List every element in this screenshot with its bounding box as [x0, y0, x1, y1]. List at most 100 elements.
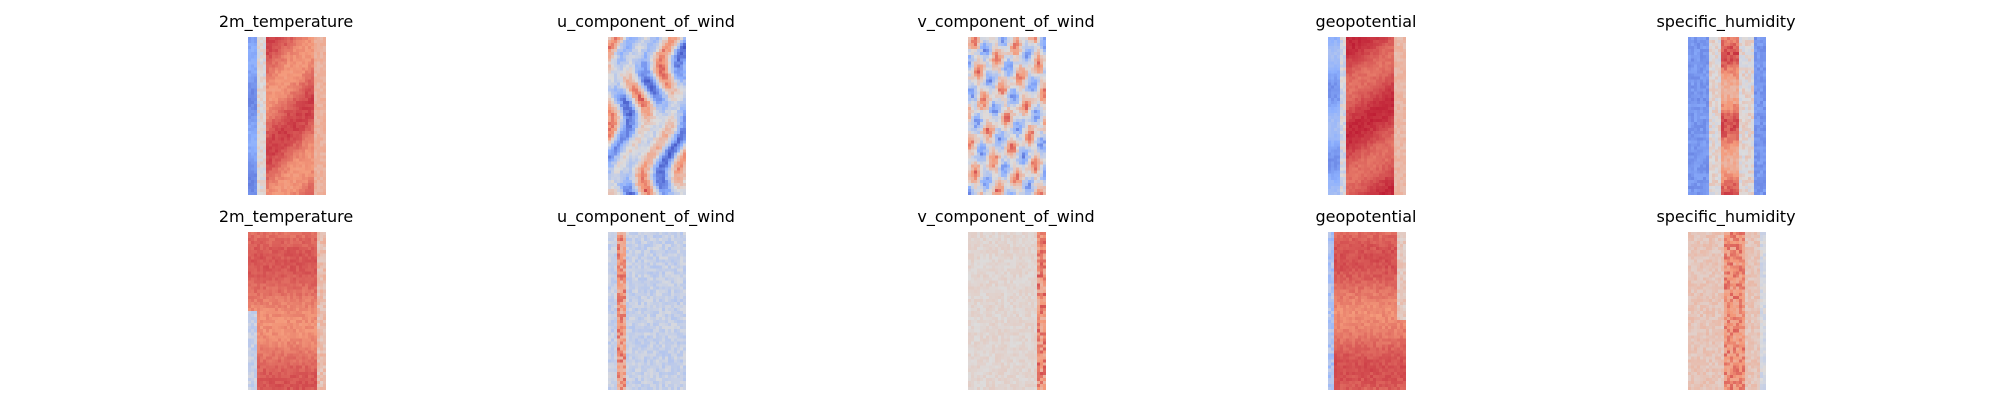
heatmap-cell: [1019, 176, 1023, 181]
heatmap-cell: [1022, 155, 1026, 159]
heatmap-cell: [662, 131, 666, 135]
heatmap-cell: [1001, 140, 1005, 144]
heatmap-cell: [668, 49, 672, 53]
heatmap-cell: [968, 155, 972, 159]
heatmap-cell: [1001, 122, 1005, 126]
heatmap-cell: [1007, 52, 1011, 56]
heatmap-cell: [986, 182, 990, 187]
heatmap-cell: [302, 116, 306, 120]
heatmap-cell: [971, 152, 975, 156]
heatmap-cell: [287, 134, 291, 138]
heatmap-cell: [299, 173, 303, 178]
heatmap-cell: [293, 76, 297, 80]
heatmap-cell: [1361, 52, 1365, 56]
heatmap-cell: [680, 149, 684, 153]
heatmap-cell: [308, 167, 312, 172]
heatmap-cell: [1376, 100, 1380, 105]
heatmap-cell: [989, 161, 993, 166]
heatmap-cell: [1349, 112, 1353, 117]
heatmap-cell: [992, 103, 996, 108]
heatmap-cell: [311, 149, 315, 153]
heatmap-cell: [317, 164, 321, 169]
heatmap-cell: [1034, 158, 1038, 162]
heatmap-cell: [983, 140, 987, 144]
heatmap-cell: [1019, 173, 1023, 178]
heatmap-cell: [617, 109, 621, 114]
heatmap-cell: [1379, 49, 1383, 53]
heatmap-cell: [995, 103, 999, 108]
heatmap-cell: [314, 40, 318, 44]
heatmap-cell: [1007, 179, 1011, 184]
heatmap-cell: [320, 55, 324, 59]
heatmap-cell: [998, 134, 1002, 138]
heatmap-cell: [968, 94, 972, 99]
heatmap-cell: [1031, 79, 1035, 83]
heatmap-cell: [305, 140, 309, 144]
heatmap-cell: [611, 164, 615, 169]
heatmap-cell: [284, 67, 288, 71]
heatmap-cell: [251, 100, 255, 105]
heatmap-cell: [659, 58, 663, 62]
heatmap-cell: [293, 91, 297, 96]
heatmap-cell: [248, 119, 252, 123]
heatmap-cell: [665, 191, 669, 195]
heatmap-cell: [638, 100, 642, 105]
heatmap-cell: [974, 179, 978, 184]
panel-title: geopotential: [1315, 12, 1417, 31]
heatmap-cell: [1382, 37, 1386, 41]
heatmap-cell: [1367, 64, 1371, 68]
heatmap-cell: [1394, 64, 1398, 68]
heatmap-cell: [989, 149, 993, 153]
heatmap-cell: [674, 149, 678, 153]
heatmap-cell: [971, 149, 975, 153]
heatmap-cell: [1355, 103, 1359, 108]
heatmap-cell: [611, 170, 615, 175]
heatmap-cell: [1328, 73, 1332, 77]
heatmap-cell: [1361, 131, 1365, 135]
heatmap-cell: [1328, 94, 1332, 99]
heatmap-cell: [254, 152, 258, 156]
heatmap-cell: [1028, 131, 1032, 135]
heatmap-cell: [989, 82, 993, 87]
heatmap-cell: [629, 170, 633, 175]
heatmap-cell: [317, 191, 321, 195]
heatmap-cell: [638, 167, 642, 172]
heatmap-cell: [620, 58, 624, 62]
heatmap-cell: [263, 49, 267, 53]
heatmap-cell: [650, 67, 654, 71]
heatmap-cell: [632, 106, 636, 111]
heatmap-cell: [995, 43, 999, 47]
heatmap-cell: [1331, 106, 1335, 111]
heatmap-cell: [248, 79, 252, 83]
heatmap-cell: [1349, 94, 1353, 99]
heatmap-cell: [647, 119, 651, 123]
heatmap-cell: [308, 103, 312, 108]
heatmap-cell: [620, 143, 624, 147]
heatmap-cell: [653, 176, 657, 181]
heatmap-cell: [629, 164, 633, 169]
heatmap-cell: [668, 61, 672, 65]
heatmap-cell: [296, 155, 300, 159]
heatmap-cell: [1343, 128, 1347, 132]
heatmap-cell: [650, 149, 654, 153]
heatmap-cell: [1379, 55, 1383, 59]
heatmap-cell: [1043, 103, 1046, 108]
heatmap-cell: [677, 94, 681, 99]
heatmap-cell: [650, 185, 654, 190]
heatmap-cell: [995, 179, 999, 184]
heatmap-cell: [1037, 46, 1041, 50]
heatmap-cell: [254, 64, 258, 68]
heatmap-cell: [1040, 134, 1044, 138]
heatmap-cell: [1364, 122, 1368, 126]
heatmap-cell: [1025, 179, 1029, 184]
heatmap-cell: [257, 119, 261, 123]
heatmap-cell: [1394, 103, 1398, 108]
heatmap-cell: [677, 112, 681, 117]
heatmap-cell: [305, 125, 309, 129]
heatmap-cell: [1040, 191, 1044, 195]
heatmap-cell: [1028, 73, 1032, 77]
heatmap-cell: [641, 140, 645, 144]
heatmap-cell: [1355, 112, 1359, 117]
heatmap-cell: [1010, 179, 1014, 184]
heatmap-cell: [1028, 146, 1032, 150]
